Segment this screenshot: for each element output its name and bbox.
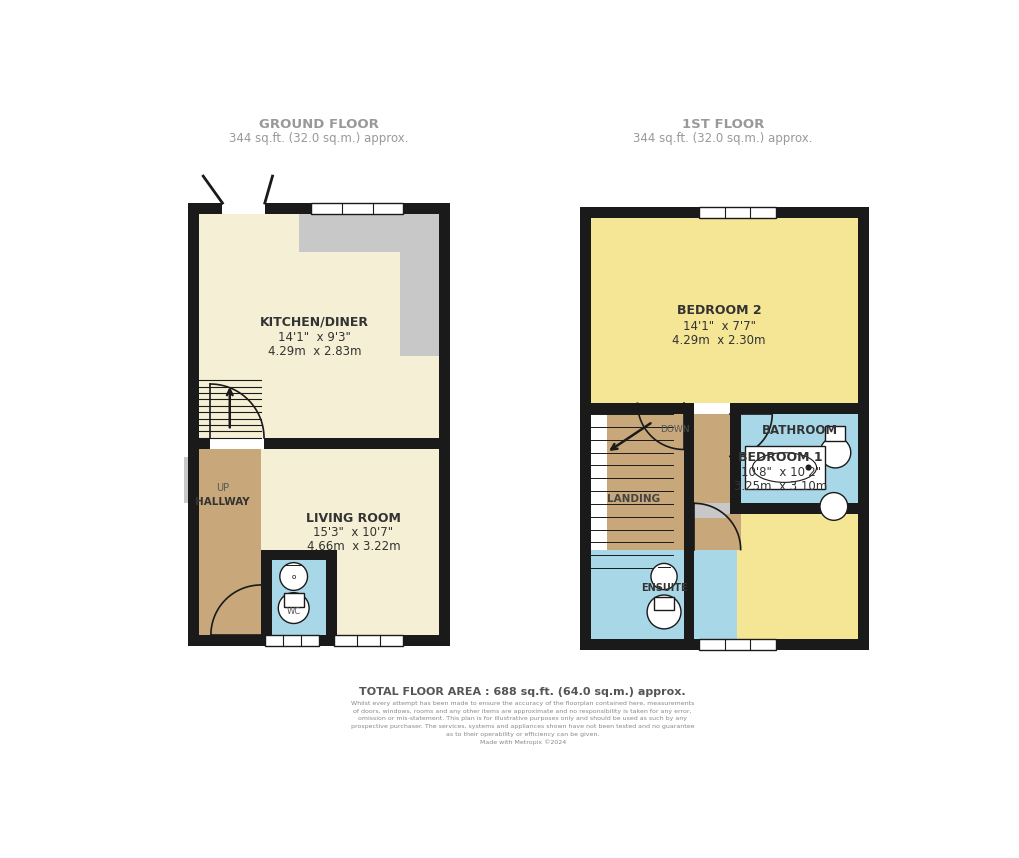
Bar: [730, 403, 858, 414]
Text: 344 sq.ft. (32.0 sq.m.) approx.: 344 sq.ft. (32.0 sq.m.) approx.: [228, 132, 408, 145]
Text: BEDROOM 2: BEDROOM 2: [677, 305, 760, 317]
Bar: [653, 596, 674, 610]
Bar: [283, 593, 304, 607]
Bar: [265, 635, 318, 646]
Text: omission or mis-statement. This plan is for illustrative purposes only and shoul: omission or mis-statement. This plan is …: [358, 716, 687, 722]
Text: LIVING ROOM: LIVING ROOM: [306, 512, 400, 525]
Circle shape: [805, 464, 811, 471]
Text: WC: WC: [286, 607, 301, 616]
Text: 3.25m  x 3.10m: 3.25m x 3.10m: [734, 480, 826, 492]
Bar: [311, 203, 403, 214]
Text: 15'3"  x 10'7": 15'3" x 10'7": [313, 526, 393, 539]
Bar: [187, 203, 449, 214]
Bar: [222, 203, 265, 214]
Text: ENSUITE: ENSUITE: [640, 583, 687, 593]
Bar: [591, 218, 858, 403]
Text: prospective purchaser. The services, systems and appliances shown have not been : prospective purchaser. The services, sys…: [351, 724, 694, 729]
Bar: [261, 550, 326, 635]
Circle shape: [646, 595, 681, 629]
Bar: [580, 639, 868, 650]
Circle shape: [819, 437, 850, 468]
Text: TOTAL FLOOR AREA : 688 sq.ft. (64.0 sq.m.) approx.: TOTAL FLOOR AREA : 688 sq.ft. (64.0 sq.m…: [359, 687, 686, 697]
Text: 4.29m  x 2.30m: 4.29m x 2.30m: [672, 334, 765, 347]
Text: BATHROOM: BATHROOM: [761, 424, 838, 437]
Bar: [858, 207, 868, 650]
Bar: [187, 203, 199, 646]
Bar: [261, 550, 337, 560]
Text: 4.66m  x 3.22m: 4.66m x 3.22m: [307, 540, 399, 553]
Text: KITCHEN/DINER: KITCHEN/DINER: [260, 316, 369, 329]
Bar: [199, 449, 438, 635]
Bar: [730, 414, 858, 639]
Circle shape: [819, 492, 847, 520]
Bar: [334, 635, 403, 646]
Text: GROUND FLOOR: GROUND FLOOR: [259, 118, 378, 131]
Bar: [183, 457, 199, 504]
Bar: [744, 446, 823, 489]
Bar: [580, 403, 683, 414]
Bar: [580, 207, 868, 218]
Bar: [740, 414, 858, 504]
Circle shape: [278, 593, 309, 624]
Bar: [694, 414, 858, 639]
Bar: [698, 639, 775, 650]
Text: of doors, windows, rooms and any other items are approximate and no responsibili: of doors, windows, rooms and any other i…: [354, 709, 691, 714]
Bar: [187, 635, 449, 646]
Bar: [580, 207, 591, 650]
Bar: [606, 414, 740, 550]
Circle shape: [650, 564, 677, 589]
Bar: [326, 550, 337, 635]
Bar: [261, 550, 271, 635]
Bar: [300, 214, 399, 252]
Bar: [694, 504, 726, 518]
Bar: [199, 449, 261, 635]
Bar: [438, 203, 449, 646]
Text: 10'8"  x 10'2": 10'8" x 10'2": [740, 466, 820, 479]
Text: as to their operability or efficiency can be given.: as to their operability or efficiency ca…: [445, 732, 599, 737]
Text: DOWN: DOWN: [660, 425, 690, 434]
Text: Whilst every attempt has been made to ensure the accuracy of the floorplan conta: Whilst every attempt has been made to en…: [351, 701, 694, 706]
Text: LANDING: LANDING: [606, 493, 659, 504]
Bar: [730, 504, 858, 514]
Bar: [264, 438, 438, 449]
Bar: [730, 403, 740, 504]
Text: HALLWAY: HALLWAY: [195, 497, 250, 507]
Bar: [591, 550, 736, 639]
Text: UP: UP: [216, 483, 229, 493]
Text: Made with Metropix ©2024: Made with Metropix ©2024: [479, 740, 566, 745]
Text: 14'1"  x 9'3": 14'1" x 9'3": [278, 331, 351, 344]
Bar: [683, 403, 694, 650]
Text: 344 sq.ft. (32.0 sq.m.) approx.: 344 sq.ft. (32.0 sq.m.) approx.: [633, 132, 812, 145]
Text: 14'1"  x 7'7": 14'1" x 7'7": [682, 320, 755, 333]
Text: 4.29m  x 2.83m: 4.29m x 2.83m: [268, 345, 362, 358]
Bar: [187, 438, 210, 449]
Text: BEDROOM 1: BEDROOM 1: [738, 450, 822, 463]
Text: 1ST FLOOR: 1ST FLOOR: [681, 118, 763, 131]
Circle shape: [279, 563, 308, 590]
Bar: [399, 214, 438, 356]
Bar: [698, 207, 775, 218]
Bar: [694, 504, 730, 514]
Bar: [199, 214, 438, 438]
Text: o: o: [291, 573, 296, 579]
Bar: [736, 550, 858, 639]
Bar: [824, 426, 845, 441]
